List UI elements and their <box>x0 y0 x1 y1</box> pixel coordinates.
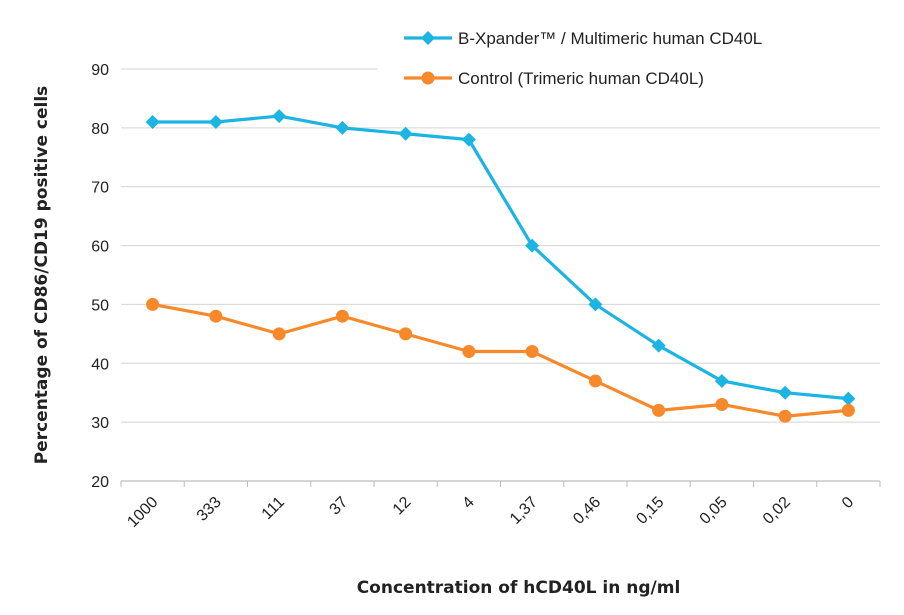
data-point <box>651 338 666 353</box>
data-point <box>208 114 223 129</box>
x-tick-label: 0,02 <box>760 494 794 528</box>
y-axis-ticks: 20 30 40 50 60 70 80 90 <box>91 62 109 491</box>
x-tick-label: 37 <box>327 494 352 519</box>
data-point <box>525 345 539 359</box>
data-point <box>335 120 350 135</box>
y-tick-label: 20 <box>91 474 109 491</box>
data-point <box>841 403 855 417</box>
x-tick-label: 1,37 <box>507 494 541 528</box>
data-point <box>841 391 856 406</box>
x-axis-title: Concentration of hCD40L in ng/ml <box>357 578 681 598</box>
data-point <box>461 132 476 147</box>
data-point <box>272 327 286 341</box>
legend-background <box>378 20 898 100</box>
x-tick-label: 0,05 <box>697 494 731 528</box>
y-tick-label: 70 <box>91 180 109 197</box>
series-1 <box>145 109 856 406</box>
series-2 <box>146 297 855 423</box>
legend-circle-icon <box>421 71 435 85</box>
legend-item-2: Control (Trimeric human CD40L) <box>404 69 704 88</box>
y-tick-label: 50 <box>91 297 109 314</box>
data-point <box>588 297 603 312</box>
x-axis-ticks: 1000 333 111 37 12 4 1,37 0,46 0,15 0,05 0,02 0 <box>120 481 881 531</box>
data-point <box>525 238 540 253</box>
legend-item-1: B-Xpander™ / Multimeric human CD40L <box>404 29 762 48</box>
data-point <box>209 309 223 323</box>
gridlines <box>121 68 880 423</box>
data-point <box>588 374 602 388</box>
data-point <box>398 126 413 141</box>
data-point <box>399 327 413 341</box>
y-tick-label: 40 <box>91 356 109 373</box>
legend-label: Control (Trimeric human CD40L) <box>458 69 704 88</box>
x-tick-label: 12 <box>390 494 415 519</box>
y-tick-label: 80 <box>91 121 109 138</box>
series-layer <box>145 109 856 423</box>
data-point <box>145 114 160 129</box>
x-tick-label: 4 <box>459 494 477 512</box>
x-tick-label: 1000 <box>124 494 161 531</box>
data-point <box>652 403 666 417</box>
legend: B-Xpander™ / Multimeric human CD40L Contr… <box>378 20 898 100</box>
legend-diamond-icon <box>421 31 435 45</box>
data-point <box>146 297 160 311</box>
x-tick-label: 333 <box>194 494 225 525</box>
y-tick-label: 30 <box>91 415 109 432</box>
x-tick-label: 0,15 <box>633 494 667 528</box>
data-point <box>335 309 349 323</box>
data-point <box>462 345 476 359</box>
series-line-1 <box>152 114 849 401</box>
y-axis-title: Percentage of CD86/CD19 positive cells <box>32 86 52 465</box>
series-line-2 <box>152 302 849 418</box>
x-tick-label: 0,46 <box>570 494 604 528</box>
data-point <box>715 397 729 411</box>
data-point <box>778 385 793 400</box>
data-point <box>778 409 792 423</box>
legend-label: B-Xpander™ / Multimeric human CD40L <box>458 29 762 48</box>
y-tick-label: 60 <box>91 239 109 256</box>
data-point <box>714 373 729 388</box>
x-tick-label: 111 <box>259 494 288 523</box>
data-point <box>272 109 287 124</box>
y-tick-label: 90 <box>91 62 109 79</box>
x-tick-label: 0 <box>839 494 857 512</box>
